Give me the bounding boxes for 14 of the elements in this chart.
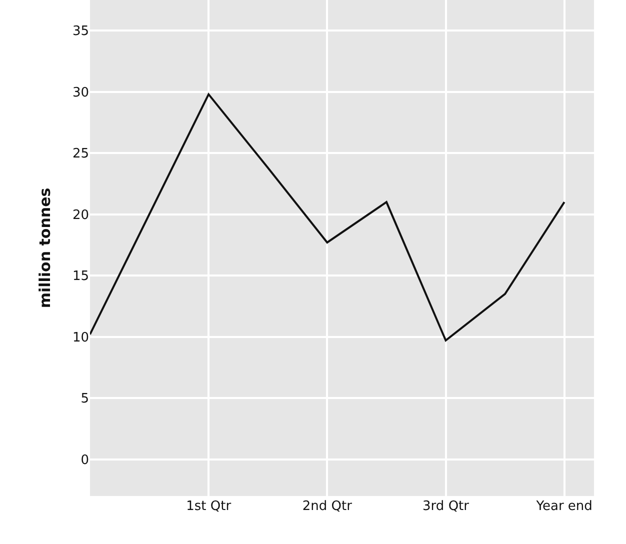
line-series xyxy=(90,93,566,342)
x-tick-label: 3rd Qtr xyxy=(422,499,470,514)
y-tick-label: 15 xyxy=(72,269,89,284)
y-tick-label: 20 xyxy=(72,208,89,223)
y-tick-label: 25 xyxy=(72,146,89,162)
x-tick-label: 1st Qtr xyxy=(186,499,232,514)
y-tick-label: 30 xyxy=(72,85,89,100)
y-tick-label: 0 xyxy=(80,452,89,468)
y-axis-title: million tonnes xyxy=(36,188,54,308)
y-tick-label: 5 xyxy=(80,392,89,407)
y-tick-label: 35 xyxy=(72,24,89,40)
x-tick-label: 2nd Qtr xyxy=(302,499,353,514)
y-tick-label: 10 xyxy=(72,330,89,346)
x-tick-label: Year end xyxy=(535,499,592,514)
